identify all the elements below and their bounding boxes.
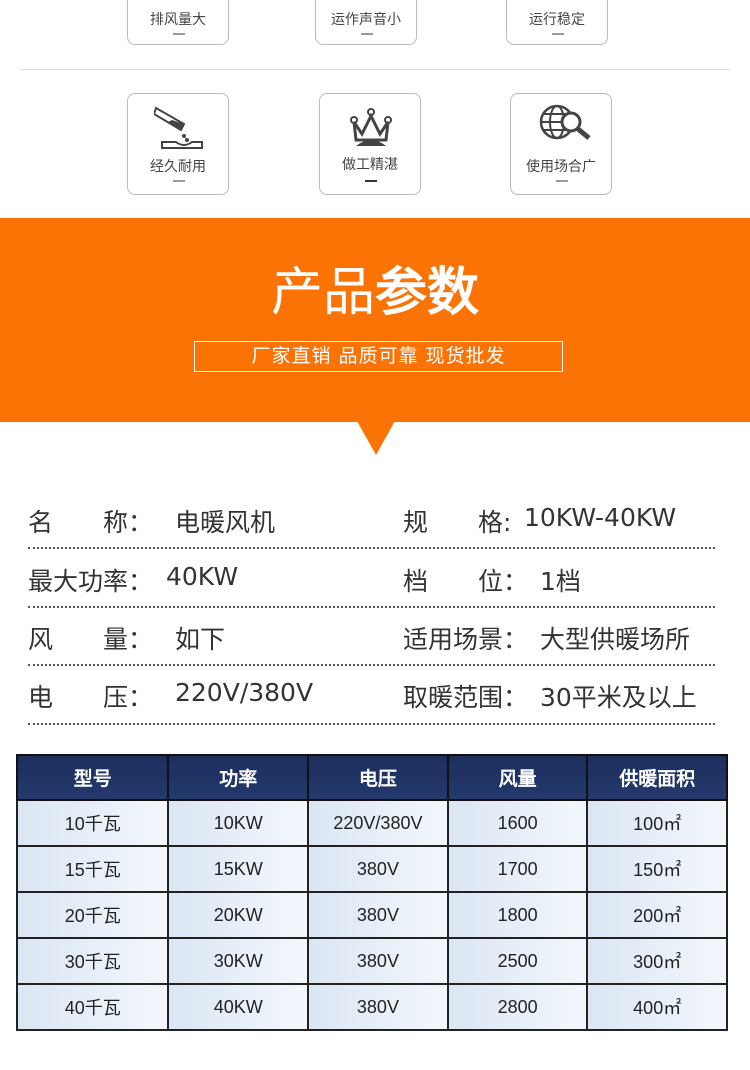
table-cell: 40千瓦 (15, 983, 170, 1031)
spec-label: 最大功率： (28, 567, 154, 596)
spec-value: 如下 (175, 625, 226, 654)
table-cell: 20千瓦 (15, 891, 170, 939)
feature-card: 经久耐用 (127, 93, 229, 195)
table-cell: 15KW (167, 845, 310, 893)
table-cell: 1800 (446, 891, 589, 939)
table-cell: 1700 (446, 845, 589, 893)
table-row: 10千瓦 10KW 220V/380V 1600 100㎡ (15, 799, 728, 847)
spec-label: 电 压： (28, 683, 154, 712)
dash (556, 180, 568, 182)
feature-card: 做工精湛 (319, 93, 421, 195)
spec-value: 220V/380V (175, 678, 314, 707)
table-row: 15千瓦 15KW 380V 1700 150㎡ (15, 845, 728, 893)
spec-value: 1档 (540, 567, 581, 596)
dash (173, 33, 185, 35)
table-cell: 2800 (446, 983, 589, 1031)
header-cell: 供暖面积 (586, 754, 728, 801)
table-cell: 380V (307, 937, 449, 985)
header-cell: 型号 (15, 754, 170, 801)
feature-label: 经久耐用 (150, 159, 206, 175)
table-cell: 380V (307, 983, 449, 1031)
spec-label: 档 位： (403, 567, 529, 596)
feature-card: 运行稳定 (506, 0, 608, 45)
header-cell: 功率 (167, 754, 310, 801)
table-cell: 400㎡ (586, 983, 728, 1031)
table-cell: 100㎡ (586, 799, 728, 847)
table-cell: 2500 (446, 937, 589, 985)
divider (20, 69, 730, 70)
spec-value: 电暖风机 (175, 508, 276, 537)
spec-value: 40KW (166, 562, 239, 591)
table-cell: 15千瓦 (15, 845, 170, 893)
crown-icon (350, 108, 392, 146)
banner-pointer (357, 421, 395, 455)
table-cell: 30KW (167, 937, 310, 985)
spec-label: 风 量： (28, 625, 154, 654)
spec-value: 10KW-40KW (524, 503, 677, 532)
header-cell: 电压 (307, 754, 449, 801)
dash (361, 33, 373, 35)
feature-card: 排风量大 (127, 0, 229, 45)
spec-label: 适用场景： (403, 625, 529, 654)
section-subtitle: 厂家直销 品质可靠 现货批发 (194, 341, 563, 372)
dotted-divider (28, 547, 715, 549)
table-cell: 200㎡ (586, 891, 728, 939)
feature-card: 使用场合广 (510, 93, 612, 195)
table-cell: 1600 (446, 799, 589, 847)
title-light: 产品 (270, 263, 375, 323)
spec-label: 名 称： (28, 508, 154, 537)
feature-label: 使用场合广 (526, 159, 596, 175)
header-cell: 风量 (446, 754, 589, 801)
feature-card: 运作声音小 (315, 0, 417, 45)
table-row: 40千瓦 40KW 380V 2800 400㎡ (15, 983, 728, 1031)
table-cell: 40KW (167, 983, 310, 1031)
dotted-divider (28, 723, 715, 725)
spec-value: 30平米及以上 (540, 683, 697, 712)
title-bold: 参数 (375, 263, 480, 323)
table-cell: 380V (307, 845, 449, 893)
test-tube-icon (154, 106, 203, 149)
feature-label: 运行稳定 (529, 12, 585, 28)
table-cell: 10千瓦 (15, 799, 170, 847)
table-cell: 380V (307, 891, 449, 939)
dash (365, 180, 377, 182)
table-cell: 300㎡ (586, 937, 728, 985)
table-cell: 220V/380V (307, 799, 449, 847)
spec-label: 取暖范围： (403, 683, 529, 712)
table-cell: 30千瓦 (15, 937, 170, 985)
table-cell: 150㎡ (586, 845, 728, 893)
globe-search-icon (539, 104, 591, 140)
feature-label: 做工精湛 (342, 157, 398, 173)
dash (552, 33, 564, 35)
banner (0, 218, 750, 422)
dotted-divider (28, 606, 715, 608)
spec-table: 型号 功率 电压 风量 供暖面积 10千瓦 10KW 220V/380V 1600 10… (15, 754, 728, 1031)
spec-label: 规 格: (403, 508, 512, 537)
section-title: 产品参数 (0, 258, 750, 328)
feature-label: 排风量大 (150, 12, 206, 28)
table-cell: 20KW (167, 891, 310, 939)
dotted-divider (28, 664, 715, 666)
table-row: 30千瓦 30KW 380V 2500 300㎡ (15, 937, 728, 985)
table-header-row: 型号 功率 电压 风量 供暖面积 (15, 754, 728, 801)
table-row: 20千瓦 20KW 380V 1800 200㎡ (15, 891, 728, 939)
dash (173, 180, 185, 182)
feature-label: 运作声音小 (331, 12, 401, 28)
spec-value: 大型供暖场所 (540, 625, 691, 654)
table-cell: 10KW (167, 799, 310, 847)
